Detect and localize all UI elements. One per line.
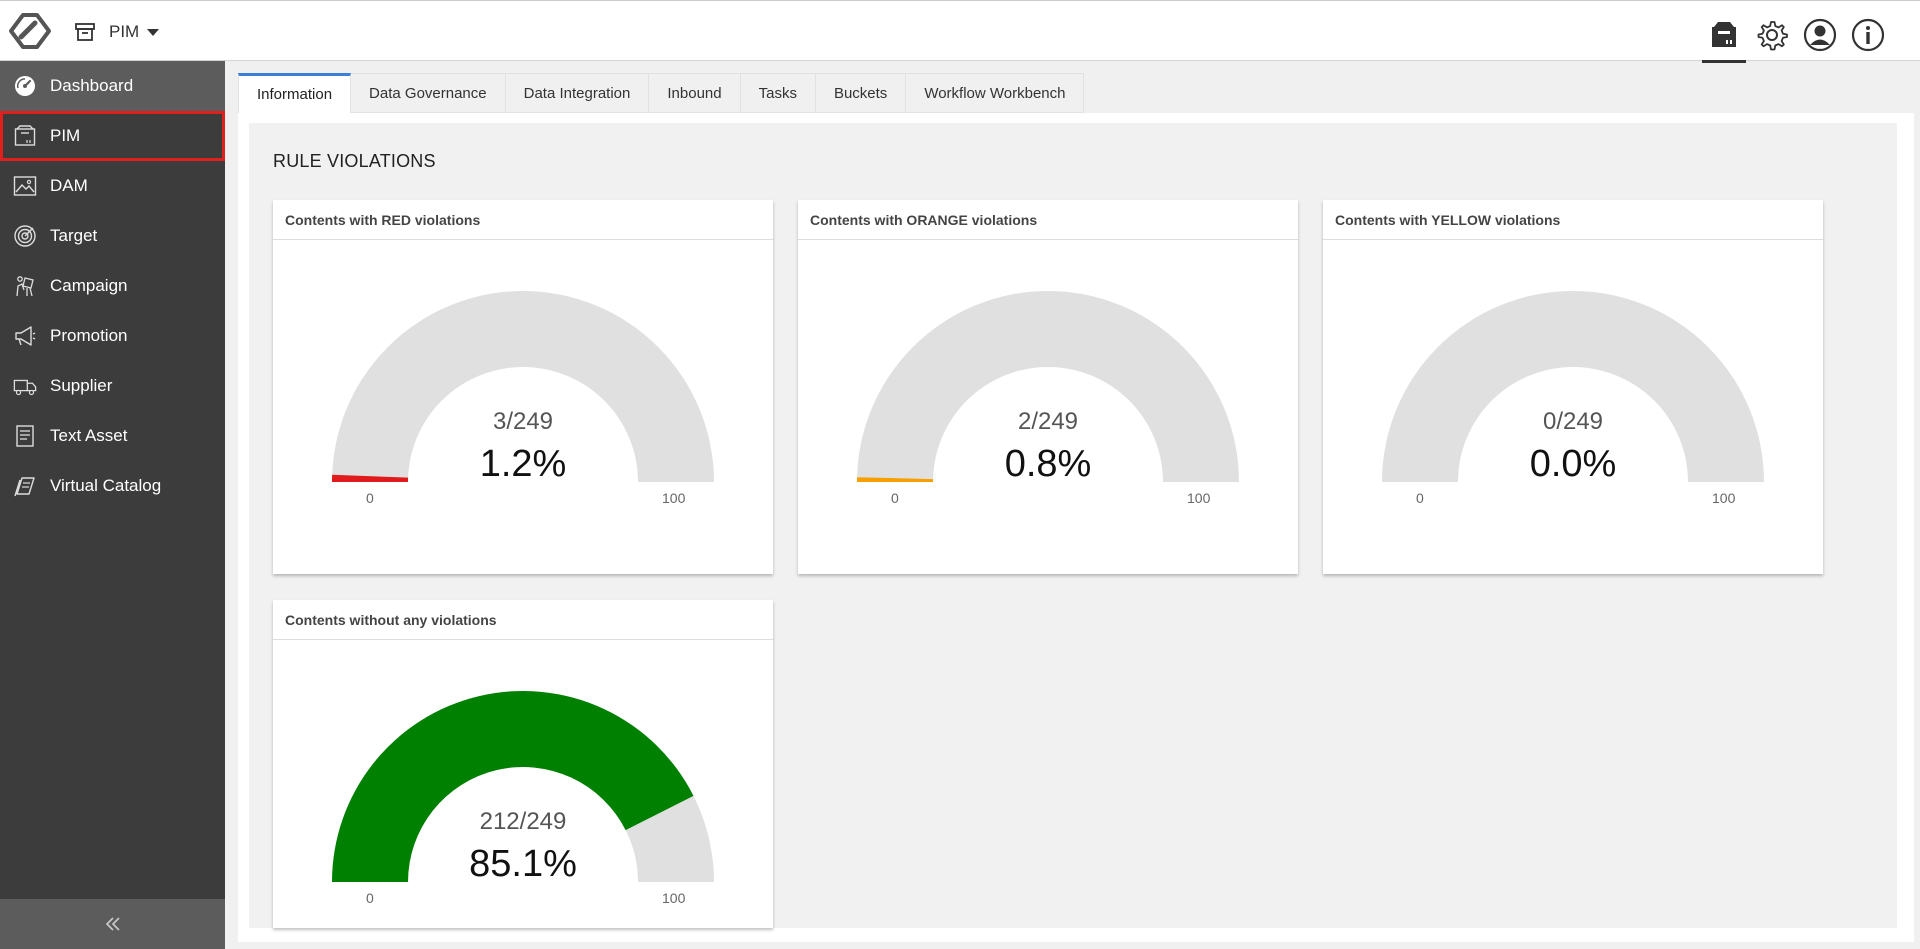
sidebar-item-campaign[interactable]: Campaign bbox=[0, 261, 225, 311]
gauge-card-orange: Contents with ORANGE violations 2/249 0.8… bbox=[798, 200, 1298, 574]
image-icon bbox=[13, 174, 37, 198]
gauge-min-label: 0 bbox=[366, 490, 374, 506]
gauge-fraction: 0/249 bbox=[1542, 408, 1604, 435]
gauge-min-label: 0 bbox=[1416, 490, 1424, 506]
pim-box-icon bbox=[13, 124, 37, 148]
info-button[interactable] bbox=[1844, 9, 1892, 61]
dashboard-icon bbox=[13, 74, 37, 98]
tab-data-governance[interactable]: Data Governance bbox=[351, 73, 506, 113]
section-title: RULE VIOLATIONS bbox=[273, 151, 436, 171]
gauge-value-arc bbox=[857, 477, 934, 482]
sidebar-item-supplier[interactable]: Supplier bbox=[0, 361, 225, 411]
sidebar-item-label: Supplier bbox=[50, 376, 113, 395]
gauge-percent: 1.2% bbox=[479, 443, 567, 485]
chevron-down-icon bbox=[147, 28, 160, 36]
gauge-value-arc bbox=[332, 691, 694, 882]
megaphone-icon bbox=[13, 324, 37, 348]
sidebar-item-virtual-catalog[interactable]: Virtual Catalog bbox=[0, 461, 225, 511]
collapse-sidebar-button[interactable] bbox=[0, 899, 225, 949]
logo-icon[interactable] bbox=[7, 11, 53, 51]
pim-box-icon bbox=[1712, 22, 1736, 47]
document-icon bbox=[13, 424, 37, 448]
user-icon bbox=[1803, 18, 1837, 52]
gauge-min-label: 0 bbox=[891, 490, 899, 506]
card-title: Contents with YELLOW violations bbox=[1323, 200, 1823, 240]
gauge-card-red: Contents with RED violations 3/249 1.2% 0 1… bbox=[273, 200, 773, 574]
campaign-icon bbox=[13, 274, 37, 298]
sidebar-item-label: Text Asset bbox=[50, 426, 128, 445]
truck-icon bbox=[13, 374, 37, 398]
sidebar: Dashboard PIM DAM Target Campaign Promot… bbox=[0, 61, 225, 949]
gauge-chart bbox=[332, 291, 714, 482]
gauge-max-label: 100 bbox=[662, 490, 686, 506]
gear-icon bbox=[1757, 21, 1788, 51]
sidebar-item-label: Dashboard bbox=[50, 76, 134, 95]
sidebar-item-target[interactable]: Target bbox=[0, 211, 225, 261]
sidebar-item-text-asset[interactable]: Text Asset bbox=[0, 411, 225, 461]
gauge-card-yellow: Contents with YELLOW violations 0/249 0.0… bbox=[1323, 200, 1823, 574]
sidebar-item-label: PIM bbox=[50, 126, 81, 145]
gauge-fraction: 212/249 bbox=[479, 808, 567, 835]
sidebar-item-dashboard[interactable]: Dashboard bbox=[0, 61, 225, 111]
top-bar: PIM bbox=[0, 0, 1920, 63]
gauge-value-arc bbox=[332, 474, 409, 482]
gauge-max-label: 100 bbox=[662, 890, 686, 906]
tab-data-integration[interactable]: Data Integration bbox=[505, 73, 650, 113]
tab-bar: Information Data Governance Data Integra… bbox=[238, 73, 1085, 113]
pim-app-button[interactable] bbox=[1700, 9, 1748, 63]
gauge-card-no-violations: Contents without any violations 212/249 8… bbox=[273, 600, 773, 928]
tab-buckets[interactable]: Buckets bbox=[815, 73, 907, 113]
gauge-fraction: 2/249 bbox=[1017, 408, 1079, 435]
sidebar-item-label: Campaign bbox=[50, 276, 128, 295]
gauge-fraction: 3/249 bbox=[492, 408, 554, 435]
sidebar-item-label: DAM bbox=[50, 176, 88, 195]
app-switcher-label: PIM bbox=[109, 22, 140, 41]
user-profile-button[interactable] bbox=[1796, 9, 1844, 61]
tab-information[interactable]: Information bbox=[238, 73, 352, 113]
target-icon bbox=[13, 224, 37, 248]
gauge-percent: 0.0% bbox=[1529, 443, 1617, 485]
sidebar-item-label: Promotion bbox=[50, 326, 128, 345]
double-chevron-left-icon bbox=[105, 917, 120, 931]
archive-box-icon bbox=[75, 23, 95, 41]
catalog-icon bbox=[13, 474, 37, 498]
gauge-max-label: 100 bbox=[1712, 490, 1736, 506]
tab-inbound[interactable]: Inbound bbox=[649, 73, 741, 113]
tab-workflow-workbench[interactable]: Workflow Workbench bbox=[906, 73, 1085, 113]
gauge-track bbox=[857, 291, 1239, 482]
settings-button[interactable] bbox=[1748, 9, 1796, 61]
gauge-chart bbox=[332, 691, 714, 882]
gauge-percent: 0.8% bbox=[1004, 443, 1092, 485]
card-title: Contents with ORANGE violations bbox=[798, 200, 1298, 240]
sidebar-item-promotion[interactable]: Promotion bbox=[0, 311, 225, 361]
sidebar-item-label: Virtual Catalog bbox=[50, 476, 162, 495]
sidebar-item-pim[interactable]: PIM bbox=[0, 111, 225, 161]
gauge-percent: 85.1% bbox=[469, 843, 577, 885]
card-title: Contents with RED violations bbox=[273, 200, 773, 240]
gauge-track bbox=[1382, 291, 1764, 482]
sidebar-item-dam[interactable]: DAM bbox=[0, 161, 225, 211]
sidebar-item-label: Target bbox=[50, 226, 98, 245]
gauge-track bbox=[332, 291, 714, 482]
info-icon bbox=[1851, 18, 1885, 52]
gauge-chart bbox=[857, 291, 1239, 482]
card-title: Contents without any violations bbox=[273, 600, 773, 640]
gauge-chart bbox=[1382, 291, 1764, 482]
gauge-min-label: 0 bbox=[366, 890, 374, 906]
app-switcher-dropdown[interactable]: PIM bbox=[73, 18, 160, 46]
gauge-max-label: 100 bbox=[1187, 490, 1211, 506]
tab-tasks[interactable]: Tasks bbox=[740, 73, 816, 113]
